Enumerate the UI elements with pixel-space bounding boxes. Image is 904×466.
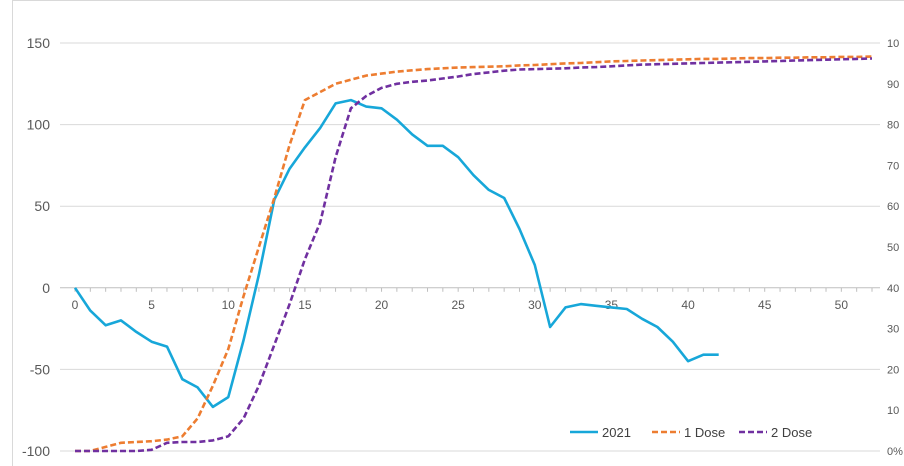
- series-line-2-dose: [75, 57, 873, 453]
- x-tick-label: 40: [681, 298, 695, 312]
- x-tick-label: 10: [222, 298, 236, 312]
- legend-label: 2021: [602, 425, 631, 440]
- x-tick-label: 30: [528, 298, 542, 312]
- y-left-tick-label: 150: [27, 35, 51, 51]
- y-axis-right: 10 90 80 70 60 50 40 30 20 10 0%: [887, 38, 903, 458]
- y-right-tick-label: 10: [887, 38, 899, 50]
- y-right-tick-label: 20: [887, 364, 899, 376]
- y-axis-left: 150 100 50 0 -50 -100: [22, 35, 50, 459]
- y-left-tick-label: 50: [34, 198, 50, 214]
- y-right-tick-label: 50: [887, 242, 899, 254]
- y-right-tick-label: 80: [887, 120, 899, 132]
- y-left-tick-label: 100: [27, 117, 51, 133]
- y-left-tick-label: -50: [30, 361, 50, 377]
- x-tick-label: 5: [148, 298, 155, 312]
- x-tick-label: 20: [375, 298, 389, 312]
- y-right-tick-label: 40: [887, 283, 899, 295]
- legend-label: 1 Dose: [684, 425, 725, 440]
- legend-label: 2 Dose: [771, 425, 812, 440]
- x-axis-ticks: 0 5 10 15 20 25 30 35 40 45 50: [72, 298, 849, 312]
- series-lines: [73, 55, 873, 453]
- y-right-tick-label: 90: [887, 79, 899, 91]
- y-right-tick-label: 0%: [887, 446, 903, 458]
- x-tick-label: 50: [835, 298, 849, 312]
- series-line-1-dose: [75, 55, 873, 453]
- series-line-2021: [73, 98, 719, 409]
- y-left-tick-label: 0: [42, 280, 50, 296]
- x-tick-label: 15: [298, 298, 312, 312]
- x-tick-label: 0: [72, 298, 79, 312]
- gridlines: [60, 42, 880, 452]
- x-tick-label: 45: [758, 298, 772, 312]
- y-right-tick-label: 10: [887, 405, 899, 417]
- y-right-tick-label: 30: [887, 324, 899, 336]
- x-axis-line: [60, 287, 880, 292]
- x-tick-label: 35: [605, 298, 619, 312]
- legend: 2021 1 Dose 2 Dose: [570, 425, 812, 440]
- y-left-tick-label: -100: [22, 443, 50, 459]
- y-right-tick-label: 60: [887, 201, 899, 213]
- x-tick-label: 25: [451, 298, 465, 312]
- y-right-tick-label: 70: [887, 160, 899, 172]
